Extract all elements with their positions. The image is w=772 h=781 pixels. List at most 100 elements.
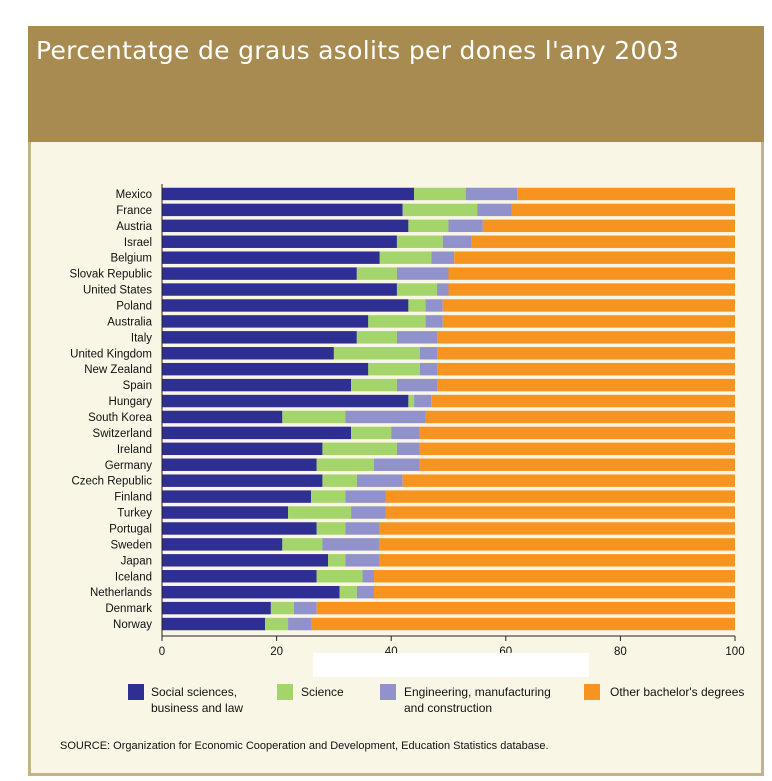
bar-czech-republic-series-2 — [356, 474, 403, 487]
legend-swatch-other — [584, 684, 600, 700]
bar-italy-series-2 — [396, 331, 438, 344]
bar-belgium-series-2 — [431, 251, 455, 264]
bar-united-kingdom-series-1 — [333, 347, 420, 360]
bar-finland-series-1 — [310, 490, 346, 503]
category-label: South Korea — [88, 412, 153, 424]
bar-germany-series-1 — [316, 458, 375, 471]
bar-japan-series-3 — [379, 554, 735, 567]
category-label: Israel — [124, 237, 152, 249]
bar-israel-series-1 — [396, 235, 443, 248]
bar-spain-series-3 — [437, 378, 735, 392]
chart-title: Percentatge de graus asolits per dones l… — [36, 36, 680, 65]
bar-portugal-series-0 — [162, 522, 317, 535]
bar-switzerland-series-3 — [419, 426, 735, 440]
category-label: Switzerland — [93, 428, 152, 440]
bar-france-series-2 — [477, 203, 512, 217]
legend-label-other: Other bachelor's degrees — [610, 685, 745, 699]
legend-swatch-engineering — [380, 684, 396, 700]
bar-netherlands-series-1 — [339, 585, 357, 599]
category-label: Slovak Republic — [70, 269, 153, 281]
bar-sweden-series-1 — [282, 538, 323, 551]
category-label: Iceland — [115, 571, 152, 583]
category-label: Australia — [107, 316, 152, 328]
bar-ireland-series-2 — [396, 442, 420, 456]
bar-finland-series-0 — [162, 490, 311, 503]
bar-switzerland-series-0 — [162, 426, 352, 440]
category-label: Spain — [123, 380, 152, 392]
bar-slovak-republic-series-1 — [356, 267, 397, 280]
bar-czech-republic-series-3 — [402, 474, 735, 487]
legend-label-engineering: Engineering, manufacturing and construct… — [404, 685, 551, 715]
category-label: Italy — [131, 332, 152, 344]
category-label: France — [116, 205, 152, 217]
category-label: Netherlands — [90, 587, 152, 599]
category-label: United Kingdom — [70, 348, 152, 360]
bar-poland-series-1 — [408, 299, 426, 312]
bar-iceland-series-0 — [162, 570, 317, 583]
bar-south-korea-series-1 — [282, 410, 346, 424]
bar-sweden-series-2 — [322, 538, 380, 551]
bar-spain-series-1 — [351, 378, 397, 392]
bar-finland-series-2 — [345, 490, 386, 503]
bar-switzerland-series-1 — [351, 426, 392, 440]
bar-united-kingdom-series-3 — [437, 347, 735, 360]
bar-slovak-republic-series-3 — [448, 267, 735, 280]
bar-mexico-series-2 — [465, 187, 518, 201]
legend-swatch-social-sciences — [128, 684, 144, 700]
bar-italy-series-0 — [162, 331, 357, 344]
bar-portugal-series-1 — [316, 522, 346, 535]
bar-france-series-0 — [162, 203, 403, 217]
bar-new-zealand-series-3 — [437, 362, 735, 376]
bar-united-states-series-1 — [396, 283, 438, 296]
bar-spain-series-0 — [162, 378, 352, 392]
category-label: Poland — [116, 300, 152, 312]
category-label: Denmark — [105, 603, 152, 615]
category-label: Mexico — [116, 189, 152, 201]
bar-new-zealand-series-2 — [419, 362, 438, 376]
bar-new-zealand-series-1 — [368, 362, 420, 376]
bar-new-zealand-series-0 — [162, 362, 369, 376]
bar-norway-series-1 — [265, 617, 289, 631]
bar-italy-series-3 — [437, 331, 735, 344]
category-label: United States — [83, 285, 152, 297]
legend-label-social-sciences: Social sciences, business and law — [151, 685, 244, 715]
bar-ireland-series-3 — [419, 442, 735, 456]
legend-swatch-science — [277, 684, 293, 700]
bar-hungary-series-0 — [162, 394, 409, 408]
bar-austria-series-2 — [448, 219, 483, 233]
bar-japan-series-1 — [328, 554, 346, 567]
bar-japan-series-2 — [345, 554, 380, 567]
bar-united-kingdom-series-2 — [419, 347, 438, 360]
category-label: Sweden — [110, 539, 152, 551]
bar-italy-series-1 — [356, 331, 397, 344]
bar-israel-series-3 — [471, 235, 735, 248]
category-label: New Zealand — [84, 364, 152, 376]
bar-france-series-1 — [402, 203, 478, 217]
bar-belgium-series-0 — [162, 251, 380, 264]
category-label: Portugal — [109, 523, 152, 535]
bar-austria-series-1 — [408, 219, 449, 233]
bar-australia-series-1 — [368, 315, 426, 328]
bar-australia-series-2 — [425, 315, 443, 328]
bar-turkey-series-0 — [162, 506, 289, 519]
bar-netherlands-series-3 — [374, 585, 735, 599]
bar-hungary-series-3 — [431, 394, 735, 408]
x-tick-label: 0 — [159, 646, 165, 658]
bar-austria-series-3 — [482, 219, 735, 233]
bar-germany-series-0 — [162, 458, 317, 471]
bar-australia-series-3 — [442, 315, 735, 328]
bar-turkey-series-3 — [385, 506, 735, 519]
bar-netherlands-series-2 — [356, 585, 375, 599]
bar-iceland-series-3 — [374, 570, 735, 583]
bar-denmark-series-2 — [293, 601, 317, 615]
bar-norway-series-2 — [288, 617, 311, 631]
bar-poland-series-0 — [162, 299, 409, 312]
bar-poland-series-3 — [442, 299, 735, 312]
bar-sweden-series-0 — [162, 538, 283, 551]
title-banner — [28, 26, 764, 142]
bar-australia-series-0 — [162, 315, 369, 328]
bar-poland-series-2 — [425, 299, 443, 312]
bar-turkey-series-2 — [351, 506, 386, 519]
bar-slovak-republic-series-0 — [162, 267, 357, 280]
